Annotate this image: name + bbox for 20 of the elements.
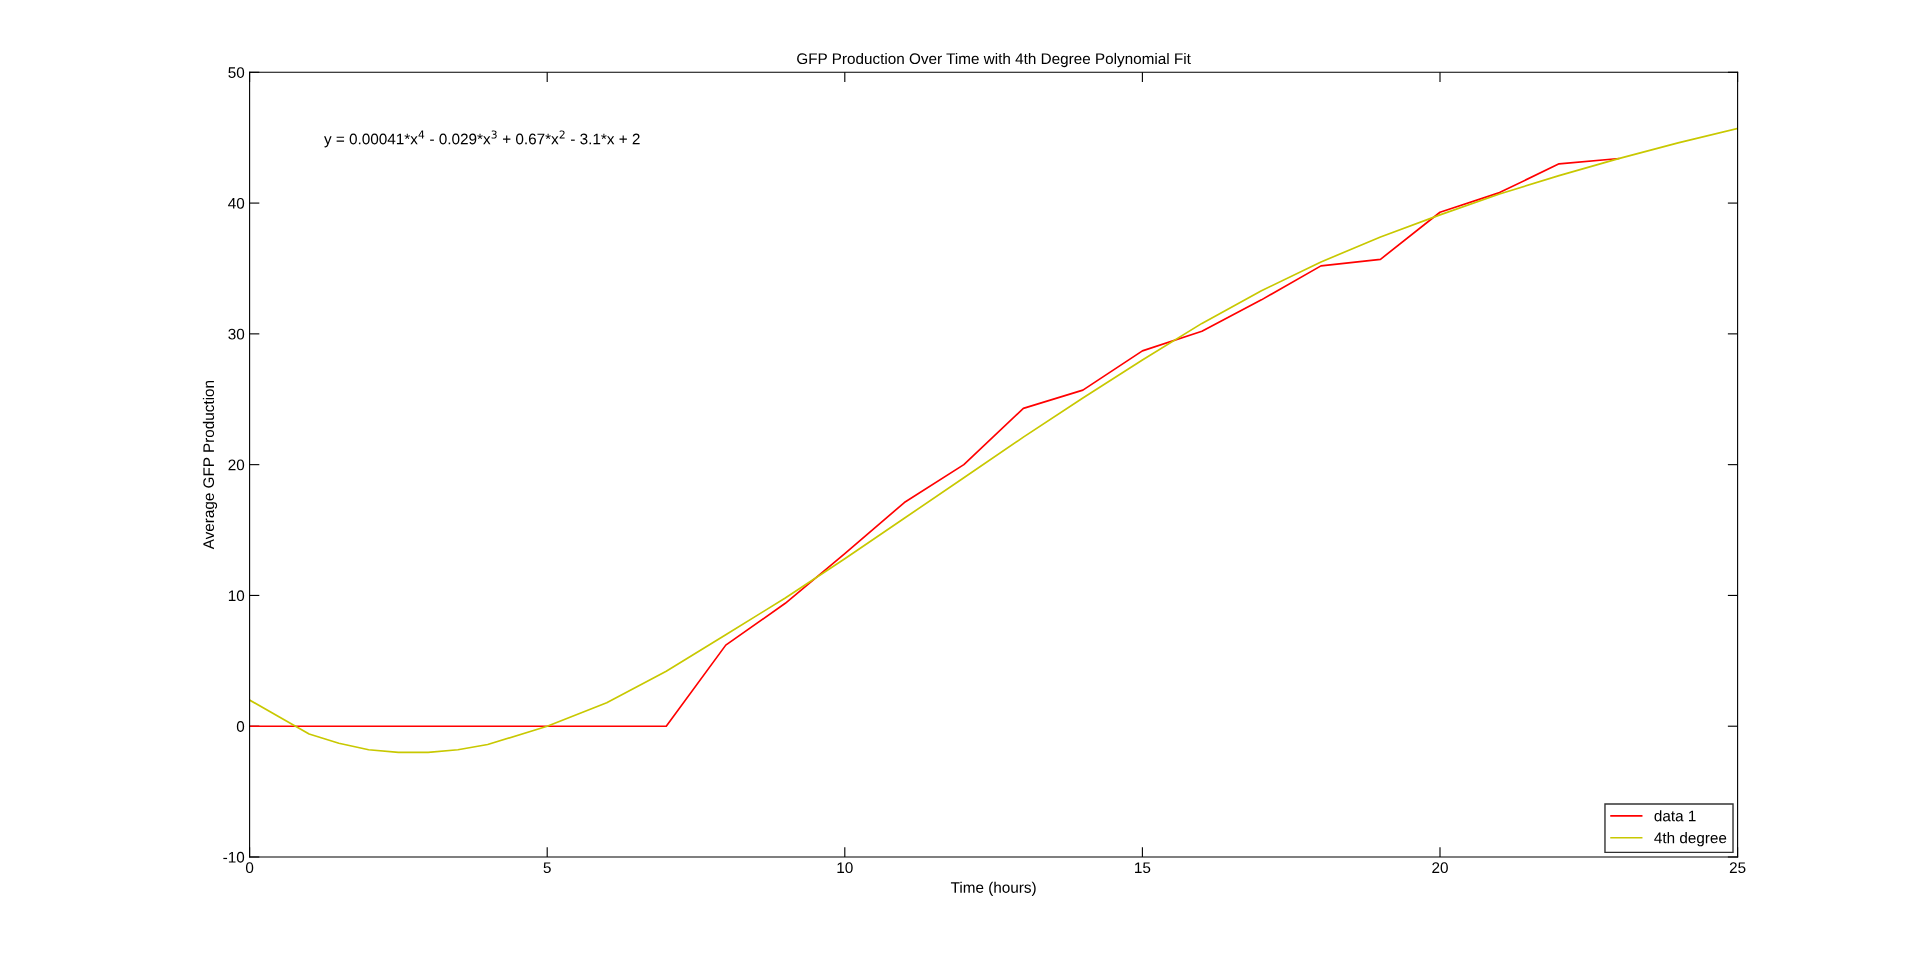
chart-title: GFP Production Over Time with 4th Degree Polynomial Fit [797,52,1191,68]
y-tick-label: 20 [228,459,245,471]
x-tick-label: 5 [543,862,551,874]
y-axis-title: Average GFP Production [202,380,218,550]
y-tick-label: -10 [223,851,245,863]
x-axis-title: Time (hours) [950,881,1036,896]
y-tick-label: 50 [228,67,245,78]
line-series [249,127,1738,754]
y-tick-label: 40 [228,197,245,209]
legend-label: 4th degree [1654,832,1727,847]
x-tick-label: 20 [1432,862,1448,874]
y-tick-label: 30 [228,328,245,340]
x-tick-label: 15 [1135,862,1151,874]
x-tick-label: 0 [245,862,254,874]
y-tick-label: 0 [236,721,245,732]
annotation: y = 0.00041*x$^{4}$ - 0.029*x$^{3}$ + 0.67*x$^{2}$ - 3.1*x + 2 [324,130,640,148]
x-tick-label: 25 [1729,862,1746,874]
x-tick-label: 10 [837,862,853,874]
legend-label: data 1 [1654,810,1696,822]
y-tick-label: 10 [228,590,245,602]
